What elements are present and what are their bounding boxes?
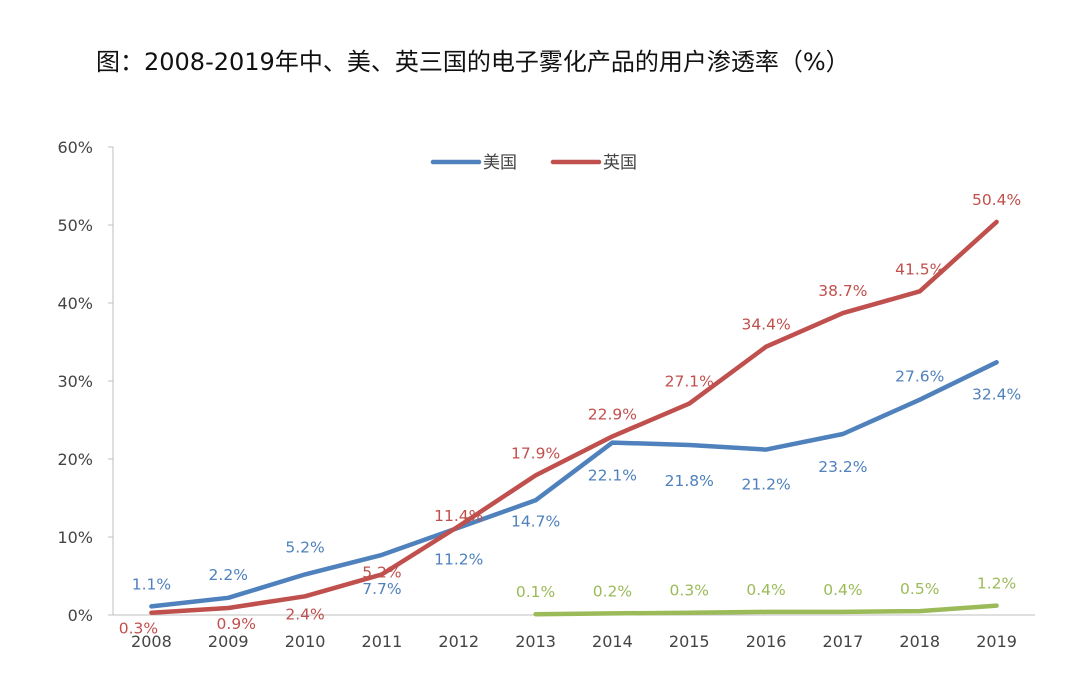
data-label: 38.7% <box>818 282 867 300</box>
x-tick-label: 2012 <box>438 632 479 651</box>
data-label: 0.4% <box>746 581 785 599</box>
data-label: 0.2% <box>593 582 632 600</box>
x-tick-label: 2019 <box>976 632 1017 651</box>
data-label: 11.2% <box>434 551 483 569</box>
series-line-1 <box>149 219 999 615</box>
data-label: 21.8% <box>665 472 714 490</box>
data-label: 22.1% <box>588 467 637 485</box>
legend-label: 英国 <box>603 153 637 173</box>
data-label: 34.4% <box>741 316 790 334</box>
data-label: 41.5% <box>895 260 944 278</box>
data-label: 2.2% <box>209 566 248 584</box>
x-tick-label: 2017 <box>823 632 864 651</box>
x-tick-label: 2018 <box>899 632 940 651</box>
data-label: 7.7% <box>362 580 401 598</box>
y-tick-label: 60% <box>57 138 93 157</box>
y-tick-label: 30% <box>57 372 93 391</box>
data-label: 32.4% <box>972 385 1021 403</box>
x-tick-label: 2010 <box>285 632 326 651</box>
series-line-0 <box>149 360 999 609</box>
y-tick-label: 40% <box>57 294 93 313</box>
data-label: 1.2% <box>977 575 1016 593</box>
data-label: 0.1% <box>516 583 555 601</box>
data-label: 27.6% <box>895 368 944 386</box>
data-label: 17.9% <box>511 444 560 462</box>
chart-series-lines <box>149 219 999 617</box>
x-tick-label: 2009 <box>208 632 249 651</box>
x-tick-label: 2016 <box>746 632 787 651</box>
y-tick-label: 0% <box>68 606 93 625</box>
x-tick-label: 2014 <box>592 632 633 651</box>
data-label: 1.1% <box>132 575 171 593</box>
data-label: 0.3% <box>670 582 709 600</box>
x-tick-label: 2011 <box>362 632 403 651</box>
data-label: 0.4% <box>823 581 862 599</box>
data-label: 0.5% <box>900 580 939 598</box>
data-label: 50.4% <box>972 191 1021 209</box>
data-label: 23.2% <box>818 458 867 476</box>
series-line-2 <box>533 603 999 617</box>
data-label: 14.7% <box>511 512 560 530</box>
data-label: 22.9% <box>588 405 637 423</box>
y-tick-label: 10% <box>57 528 93 547</box>
data-label: 2.4% <box>285 605 324 623</box>
x-tick-label: 2013 <box>515 632 556 651</box>
x-tick-label: 2008 <box>131 632 172 651</box>
y-tick-label: 50% <box>57 216 93 235</box>
data-label: 21.2% <box>741 476 790 494</box>
chart-legend: 美国 英国 <box>430 153 637 173</box>
data-label: 0.9% <box>217 615 256 633</box>
chart-title: 图：2008-2019年中、美、英三国的电子雾化产品的用户渗透率（%） <box>96 48 850 76</box>
chart-data-labels: 1.1%2.2%5.2%7.7%11.2%14.7%22.1% 21.8% 21.2… <box>119 191 1021 638</box>
legend-label: 美国 <box>483 153 517 173</box>
data-label: 5.2% <box>362 563 401 581</box>
data-label: 27.1% <box>665 373 714 391</box>
x-tick-label: 2015 <box>669 632 710 651</box>
data-label: 11.4% <box>434 507 483 525</box>
data-label: 5.2% <box>285 538 324 556</box>
data-label: 0.3% <box>119 620 158 638</box>
y-tick-label: 20% <box>57 450 93 469</box>
chart-axes: 0% 10% 20% 30% 40% 50% 60% 2008 2009 2010 2011 2012… <box>57 138 1035 651</box>
